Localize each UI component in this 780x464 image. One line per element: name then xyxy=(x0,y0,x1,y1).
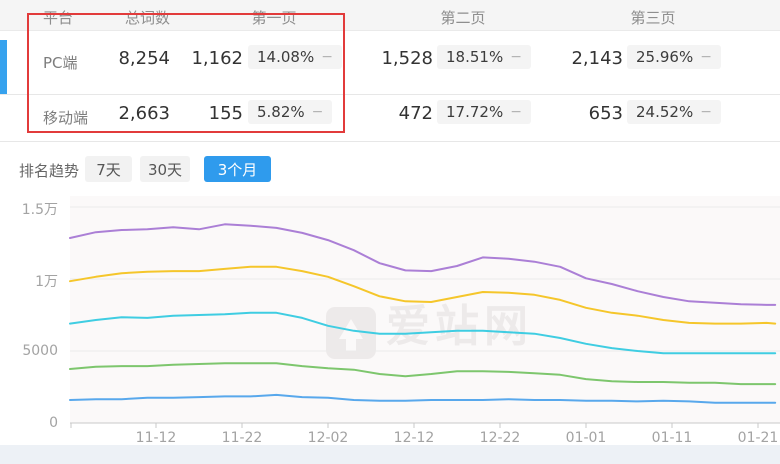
page3-percent-badge: 25.96% − xyxy=(627,45,721,69)
page2-percent-badge: 18.51% − xyxy=(437,45,531,69)
percent-value: 17.72% xyxy=(446,103,504,121)
row-divider xyxy=(0,141,780,142)
tab-30-days[interactable]: 30天 xyxy=(140,156,190,182)
y-axis-label: 1.5万 xyxy=(21,202,58,218)
page3-count: 653 xyxy=(588,103,623,124)
trend-line-series-purple xyxy=(69,223,777,306)
trend-toolbar: 排名趋势 7天 30天 3个月 xyxy=(0,156,780,182)
minus-icon: − xyxy=(321,49,333,65)
page1-count: 155 xyxy=(208,103,243,124)
x-axis-label: 01-21 xyxy=(737,430,779,446)
header-page2: 第二页 xyxy=(440,9,486,27)
y-axis-label: 0 xyxy=(49,415,58,431)
total-words-value: 2,663 xyxy=(118,103,170,124)
total-words-value: 8,254 xyxy=(118,48,170,69)
x-axis-label: 11-12 xyxy=(135,430,177,446)
x-axis-label: 12-12 xyxy=(393,430,435,446)
header-page3: 第三页 xyxy=(630,9,676,27)
table-row-pc: PC端 8,254 1,162 14.08% − 1,528 18.51% − 2,… xyxy=(0,31,780,94)
page2-count: 1,528 xyxy=(381,48,433,69)
tab-7-days[interactable]: 7天 xyxy=(85,156,132,182)
x-axis-label: 12-22 xyxy=(479,430,521,446)
trend-line-series-green xyxy=(69,362,777,386)
row-divider xyxy=(0,94,780,95)
percent-value: 18.51% xyxy=(446,48,504,66)
percent-value: 24.52% xyxy=(636,103,694,121)
page1-percent-badge: 14.08% − xyxy=(248,45,342,69)
minus-icon: − xyxy=(700,49,712,65)
trend-line-series-yellow xyxy=(69,265,777,325)
page1-percent-badge: 5.82% − xyxy=(248,100,333,124)
table-row-mobile: 移动端 2,663 155 5.82% − 472 17.72% − 653 24.… xyxy=(0,94,780,141)
trend-title: 排名趋势 xyxy=(19,162,80,180)
minus-icon: − xyxy=(510,104,522,120)
watermark-text: 爱站网 xyxy=(386,301,533,352)
header-total-words: 总词数 xyxy=(124,9,170,27)
x-axis-label: 11-22 xyxy=(221,430,263,446)
trend-line-series-blue xyxy=(69,393,777,404)
x-axis-label: 12-02 xyxy=(307,430,349,446)
minus-icon: − xyxy=(510,49,522,65)
header-page1: 第一页 xyxy=(251,9,297,27)
page2-count: 472 xyxy=(398,103,433,124)
x-axis-label: 01-11 xyxy=(651,430,693,446)
active-row-indicator xyxy=(0,40,7,94)
percent-value: 25.96% xyxy=(636,48,694,66)
chart-plot-area xyxy=(70,196,780,423)
watermark: 爱站网 xyxy=(326,301,533,359)
x-axis-label: 01-01 xyxy=(565,430,607,446)
y-axis-label: 5000 xyxy=(22,343,58,359)
minus-icon: − xyxy=(311,104,324,120)
platform-label: PC端 xyxy=(43,54,78,72)
page3-percent-badge: 24.52% − xyxy=(627,100,721,124)
page1-count: 1,162 xyxy=(191,48,243,69)
percent-value: 14.08% xyxy=(257,48,315,66)
percent-value: 5.82% xyxy=(257,103,305,121)
y-axis-label: 1万 xyxy=(35,274,58,290)
tab-3-months[interactable]: 3个月 xyxy=(204,156,271,182)
table-header-row: 平台 总词数 第一页 第二页 第三页 xyxy=(0,0,780,31)
trend-line-series-cyan xyxy=(69,311,777,355)
page3-count: 2,143 xyxy=(571,48,623,69)
page2-percent-badge: 17.72% − xyxy=(437,100,531,124)
minus-icon: − xyxy=(700,104,712,120)
trend-chart-svg xyxy=(69,206,780,428)
bottom-strip xyxy=(0,445,780,464)
platform-label: 移动端 xyxy=(43,109,89,127)
